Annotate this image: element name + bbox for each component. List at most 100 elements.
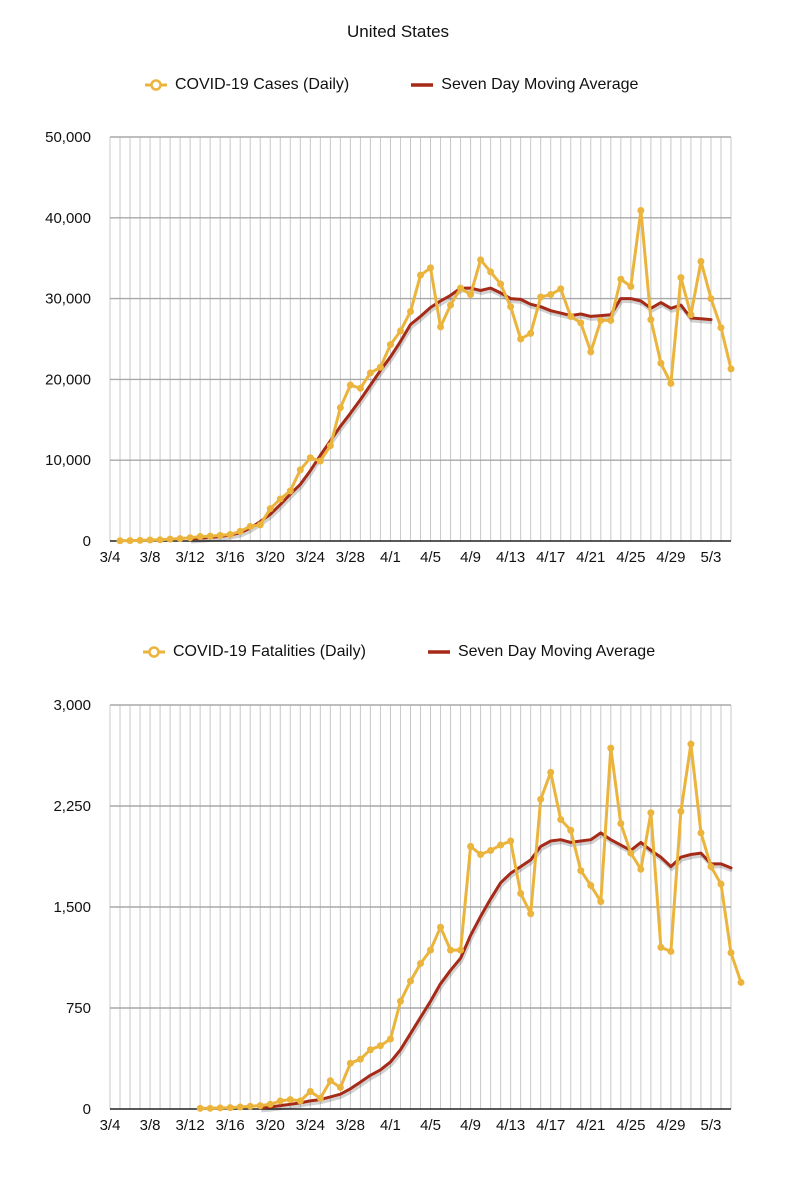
daily-data-point [677, 807, 685, 815]
daily-data-point [196, 533, 204, 541]
x-tick-label: 3/4 [100, 1117, 121, 1134]
legend-item-average-fatalities: Seven Day Moving Average [427, 643, 655, 661]
daily-data-point [427, 264, 435, 272]
legend-item-daily-fatalities: COVID-19 Fatalities (Daily) [143, 643, 366, 661]
daily-data-point [517, 890, 525, 898]
daily-data-point [727, 949, 735, 957]
x-tick-label: 3/16 [216, 549, 245, 566]
legend-label-daily-cases: COVID-19 Cases (Daily) [175, 76, 350, 93]
daily-data-point [667, 379, 675, 387]
daily-data-point [687, 311, 695, 319]
daily-data-point [306, 1087, 314, 1095]
daily-data-point [396, 997, 404, 1005]
daily-series-swatch-icon [145, 79, 167, 91]
daily-data-point [296, 1097, 304, 1105]
daily-data-point [447, 946, 455, 954]
daily-data-point [537, 795, 545, 803]
y-tick-label: 0 [83, 1101, 91, 1118]
daily-data-point [577, 319, 585, 327]
daily-data-point [597, 316, 605, 324]
daily-data-point [356, 384, 364, 392]
daily-data-point [166, 535, 174, 543]
y-tick-label: 1,500 [53, 899, 91, 916]
x-tick-label: 4/5 [420, 549, 441, 566]
x-tick-label: 4/9 [460, 549, 481, 566]
daily-data-point [487, 846, 495, 854]
daily-data-point [386, 1035, 394, 1043]
average-line-shadow [190, 289, 713, 544]
daily-data-point [637, 865, 645, 873]
daily-data-point [507, 303, 515, 311]
x-tick-label: 4/29 [656, 549, 685, 566]
legend-item-daily-cases: COVID-19 Cases (Daily) [145, 76, 349, 94]
daily-data-point [256, 521, 264, 529]
x-tick-label: 5/3 [701, 549, 722, 566]
daily-data-point [647, 809, 655, 817]
x-tick-label: 3/24 [296, 549, 325, 566]
daily-data-point [587, 881, 595, 889]
daily-data-point [547, 768, 555, 776]
daily-data-point [607, 744, 615, 752]
daily-data-point [557, 285, 565, 293]
x-tick-label: 4/21 [576, 1117, 605, 1134]
daily-data-point [667, 947, 675, 955]
daily-data-point [437, 923, 445, 931]
daily-data-point [266, 1100, 274, 1108]
daily-data-point [286, 487, 294, 495]
daily-data-point [657, 359, 665, 367]
daily-data-point [707, 295, 715, 303]
daily-data-point [206, 532, 214, 540]
daily-data-point [386, 341, 394, 349]
cases-legend: COVID-19 Cases (Daily) Seven Day Moving … [145, 76, 638, 94]
x-tick-label: 3/12 [176, 1117, 205, 1134]
daily-data-point [447, 301, 455, 309]
daily-data-point [316, 457, 324, 465]
daily-data-point [417, 271, 424, 279]
legend-label-average-cases: Seven Day Moving Average [441, 76, 639, 93]
daily-data-point [477, 850, 485, 858]
daily-data-point [276, 1097, 284, 1105]
daily-data-point [687, 740, 695, 748]
daily-data-point [547, 291, 555, 299]
daily-data-point [597, 898, 605, 906]
x-tick-label: 3/28 [336, 1117, 365, 1134]
x-tick-label: 4/25 [616, 1117, 645, 1134]
daily-data-point [236, 527, 244, 535]
daily-data-point [647, 316, 655, 324]
daily-data-point [497, 841, 505, 849]
daily-data-point [406, 308, 414, 316]
x-tick-label: 5/3 [701, 1117, 722, 1134]
daily-data-point [417, 960, 424, 968]
x-tick-label: 4/17 [536, 549, 565, 566]
page-title: United States [346, 22, 450, 41]
x-tick-label: 3/8 [140, 549, 161, 566]
daily-data-point [246, 1102, 254, 1110]
cases-chart: 0 10,000 20,000 30,000 40,000 50,000 3/4 3/8 3/1… [45, 129, 735, 566]
x-tick-label: 4/13 [496, 549, 525, 566]
average-line [188, 286, 713, 541]
x-tick-label: 4/1 [380, 549, 401, 566]
daily-data-point [617, 275, 625, 283]
daily-data-point [697, 829, 705, 837]
daily-data-point [116, 537, 124, 545]
daily-data-point [467, 842, 475, 850]
daily-data-point [477, 256, 485, 264]
daily-data-point [657, 943, 665, 951]
x-tick-label: 4/9 [460, 1117, 481, 1134]
daily-data-point [437, 323, 445, 331]
daily-data-point [567, 312, 575, 320]
x-tick-label: 3/20 [256, 1117, 285, 1134]
daily-data-point [557, 815, 565, 823]
daily-data-point [627, 849, 635, 857]
daily-line [118, 209, 733, 543]
y-tick-label: 50,000 [45, 129, 91, 146]
x-tick-label: 3/20 [256, 549, 285, 566]
daily-data-point [537, 293, 545, 301]
daily-data-point [296, 466, 304, 474]
x-tick-label: 4/5 [420, 1117, 441, 1134]
average-series-swatch-icon [411, 83, 434, 87]
daily-data-point [256, 1102, 264, 1110]
daily-data-point [457, 284, 465, 292]
daily-data-point [196, 1104, 204, 1112]
daily-data-point [376, 1042, 384, 1050]
